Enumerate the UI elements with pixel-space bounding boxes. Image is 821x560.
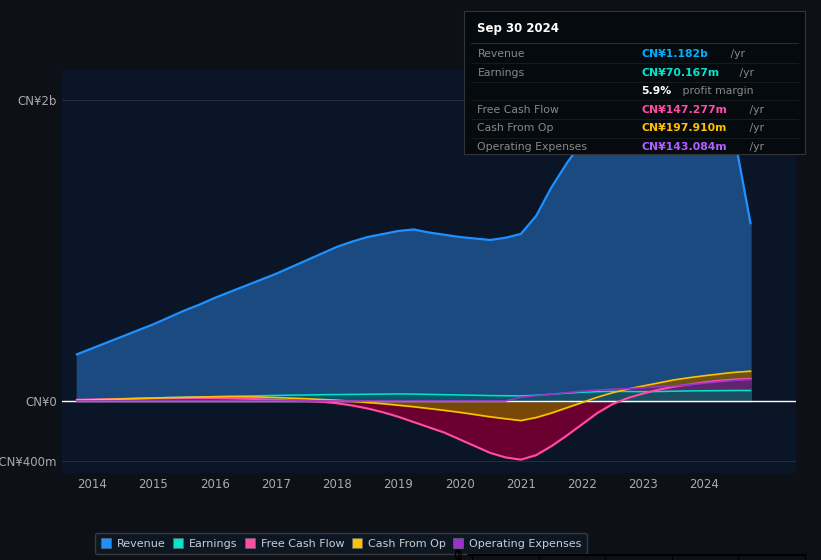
Text: profit margin: profit margin: [679, 86, 754, 96]
Text: Operating Expenses: Operating Expenses: [478, 142, 588, 152]
Text: Earnings: Earnings: [478, 68, 525, 78]
Text: /yr: /yr: [746, 123, 764, 133]
Text: CN¥1.182b: CN¥1.182b: [641, 49, 708, 59]
Text: /yr: /yr: [736, 68, 754, 78]
Text: /yr: /yr: [727, 49, 745, 59]
Text: Cash From Op: Cash From Op: [478, 123, 554, 133]
Text: CN¥197.910m: CN¥197.910m: [641, 123, 727, 133]
Text: Sep 30 2024: Sep 30 2024: [478, 22, 559, 35]
Text: Revenue: Revenue: [478, 49, 525, 59]
Legend: Revenue, Earnings, Free Cash Flow, Cash From Op, Operating Expenses: Revenue, Earnings, Free Cash Flow, Cash …: [94, 533, 587, 554]
Text: CN¥70.167m: CN¥70.167m: [641, 68, 719, 78]
Text: CN¥143.084m: CN¥143.084m: [641, 142, 727, 152]
Text: Free Cash Flow: Free Cash Flow: [478, 105, 559, 115]
Text: 5.9%: 5.9%: [641, 86, 672, 96]
Text: /yr: /yr: [746, 142, 764, 152]
Text: /yr: /yr: [746, 105, 764, 115]
Text: CN¥147.277m: CN¥147.277m: [641, 105, 727, 115]
